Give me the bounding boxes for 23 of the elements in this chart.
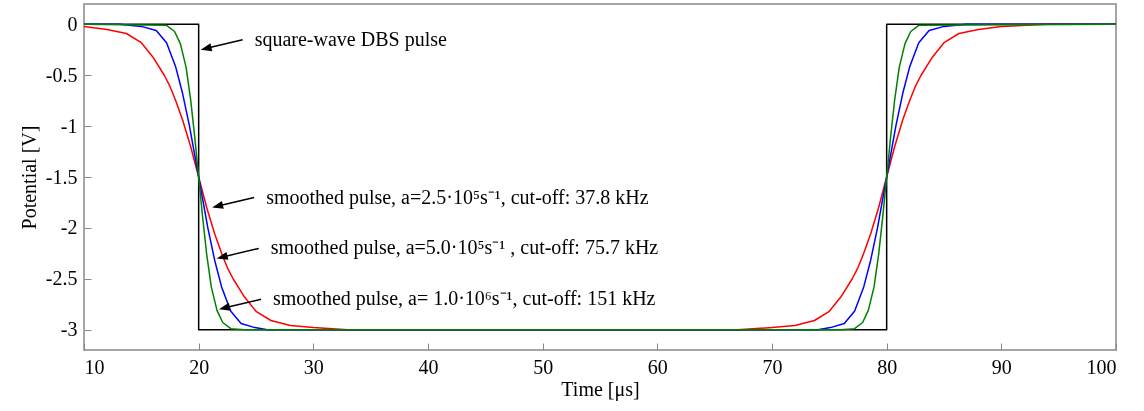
x-tick-label: 100 [1086, 355, 1117, 378]
annotation: smoothed pulse, a=2.5·10⁵s⁻¹, cut-off: 37.8 kHz [266, 185, 649, 209]
x-tick-label: 70 [762, 355, 783, 378]
y-tick-label: -2.5 [45, 267, 78, 290]
y-axis-title: Potential [V] [17, 125, 40, 230]
x-tick-label: 80 [877, 355, 898, 378]
annotation: smoothed pulse, a=5.0·10⁵s⁻¹ , cut-off: 75.7 kHz [270, 236, 659, 260]
y-tick-label: 0 [67, 12, 78, 35]
y-tick-label: -3 [60, 318, 78, 341]
y-tick-label: -0.5 [45, 63, 78, 86]
annotation: smoothed pulse, a= 1.0·10⁶s⁻¹, cut-off: 151 kHz [273, 287, 656, 311]
x-tick-label: 40 [418, 355, 439, 378]
x-tick-label: 30 [303, 355, 324, 378]
x-tick-label: 20 [189, 355, 210, 378]
y-tick-label: -2 [60, 216, 78, 239]
x-tick-label: 60 [647, 355, 668, 378]
annotation: square-wave DBS pulse [254, 27, 447, 51]
x-axis-title: Time [μs] [561, 377, 640, 401]
x-tick-label: 10 [84, 355, 105, 378]
x-tick-label: 90 [991, 355, 1012, 378]
y-tick-label: -1 [60, 114, 78, 137]
x-tick-label: 50 [533, 355, 554, 378]
y-tick-label: -1.5 [45, 165, 78, 188]
